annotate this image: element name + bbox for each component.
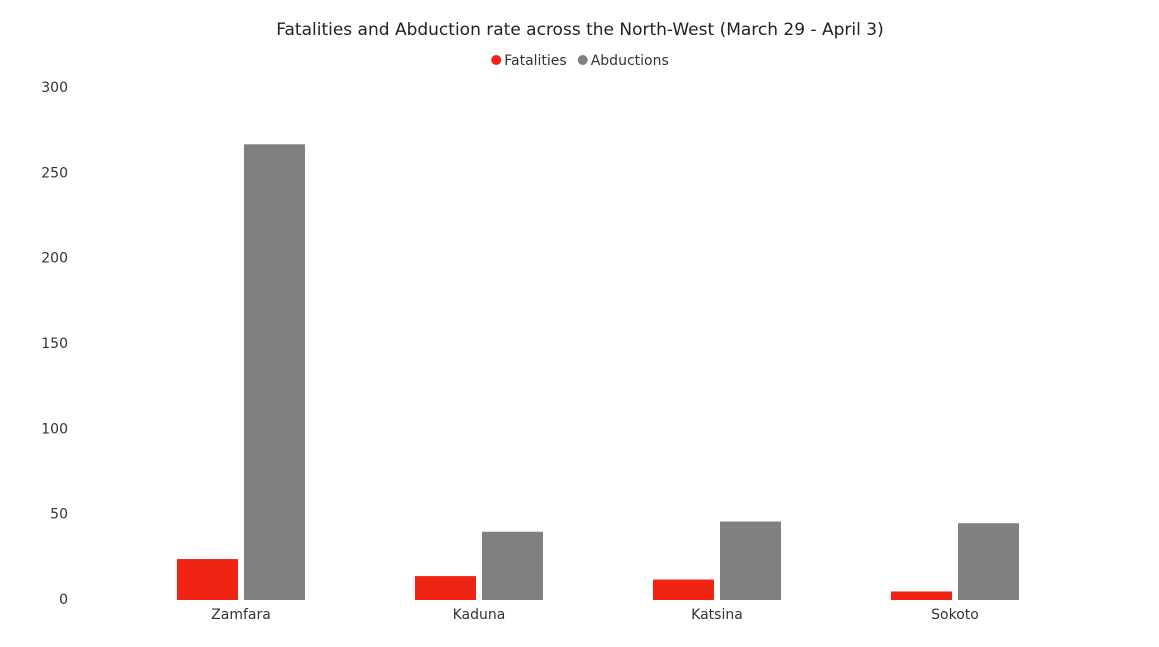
chart-title: Fatalities and Abduction rate across the… — [276, 20, 883, 40]
y-tick-label: 0 — [59, 592, 68, 608]
bar — [177, 559, 238, 600]
legend-label: Abductions — [591, 53, 669, 69]
x-tick-label: Sokoto — [931, 607, 979, 623]
bar — [244, 144, 305, 600]
legend: Fatalities Abductions — [491, 53, 669, 69]
y-tick-label: 50 — [50, 507, 68, 523]
y-tick-label: 200 — [41, 251, 68, 267]
x-tick-label: Zamfara — [211, 607, 271, 623]
y-tick-label: 300 — [41, 80, 68, 96]
x-tick-label: Kaduna — [453, 607, 506, 623]
legend-marker — [577, 55, 588, 65]
y-tick-label: 250 — [41, 165, 68, 181]
legend-label: Fatalities — [504, 53, 566, 69]
bar — [415, 576, 476, 600]
x-tick-label: Katsina — [691, 607, 743, 623]
y-tick-label: 100 — [41, 421, 68, 437]
legend-marker — [491, 55, 502, 65]
y-tick-label: 150 — [41, 336, 68, 352]
bar — [720, 521, 781, 600]
bar — [958, 523, 1019, 600]
bar — [653, 579, 714, 600]
bar — [482, 531, 543, 600]
bar — [891, 591, 952, 600]
